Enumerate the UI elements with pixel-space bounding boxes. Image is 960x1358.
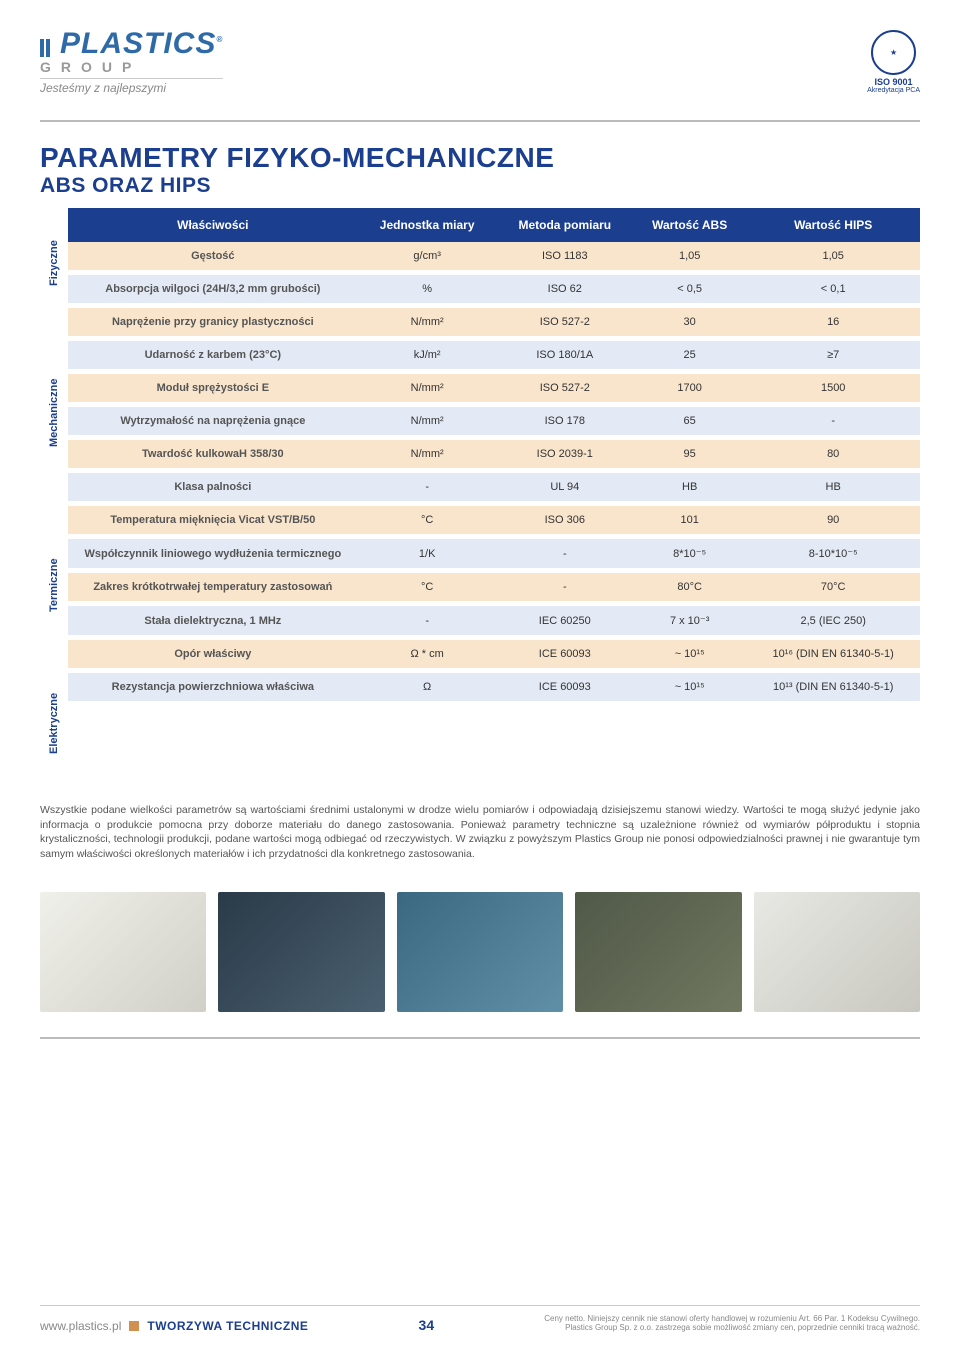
footer-page-number: 34 xyxy=(419,1317,435,1333)
iso-label: ISO 9001 xyxy=(867,77,920,87)
category-fizyczne: Fizyczne xyxy=(40,208,68,318)
table-row: Absorpcja wilgoci (24H/3,2 mm grubości)%… xyxy=(68,275,920,303)
footer-square-icon xyxy=(129,1321,139,1331)
disclaimer-text: Wszystkie podane wielkości parametrów są… xyxy=(40,803,920,862)
page-title: PARAMETRY FIZYKO-MECHANICZNE xyxy=(40,142,920,174)
data-table: Fizyczne Mechaniczne Termiczne Elektrycz… xyxy=(40,208,920,783)
th-method: Metoda pomiaru xyxy=(497,208,633,242)
th-abs: Wartość ABS xyxy=(633,208,746,242)
thumbnail-image xyxy=(397,892,563,1012)
table-row: Zakres krótkotrwałej temperatury zastoso… xyxy=(68,573,920,601)
page-subtitle: ABS ORAZ HIPS xyxy=(40,174,920,198)
logo-block: PLASTICS® GROUP Jesteśmy z najlepszymi xyxy=(40,30,223,95)
table-row: Stała dielektryczna, 1 MHz-IEC 602507 x … xyxy=(68,606,920,635)
logo-group: GROUP xyxy=(40,59,223,75)
logo-main: PLASTICS® xyxy=(40,30,223,57)
page-header: PLASTICS® GROUP Jesteśmy z najlepszymi ★… xyxy=(40,30,920,95)
thumbnail-image xyxy=(218,892,384,1012)
table-row: Opór właściwyΩ * cmICE 60093~ 10¹⁵10¹⁶ (… xyxy=(68,640,920,668)
table-row: Temperatura mięknięcia Vicat VST/B/50°CI… xyxy=(68,506,920,534)
footer-section: TWORZYWA TECHNICZNE xyxy=(147,1319,308,1333)
table-row: Udarność z karbem (23°C)kJ/m²ISO 180/1A2… xyxy=(68,341,920,369)
th-property: Właściwości xyxy=(68,208,358,242)
thumbnail-row xyxy=(40,892,920,1012)
th-unit: Jednostka miary xyxy=(358,208,497,242)
table-row: Gęstośćg/cm³ISO 11831,051,05 xyxy=(68,242,920,270)
table-row: Moduł sprężystości EN/mm²ISO 527-2170015… xyxy=(68,374,920,402)
logo-tagline: Jesteśmy z najlepszymi xyxy=(40,78,223,95)
category-termiczne: Termiczne xyxy=(40,508,68,663)
iso-sub: Akredytacja PCA xyxy=(867,87,920,94)
logo-reg: ® xyxy=(216,35,223,44)
footer-url: www.plastics.pl xyxy=(40,1319,121,1333)
table-row: Klasa palności-UL 94HBHB xyxy=(68,473,920,501)
page-footer: www.plastics.pl TWORZYWA TECHNICZNE 34 C… xyxy=(40,1305,920,1333)
thumbnail-image xyxy=(754,892,920,1012)
footer-legal: Ceny netto. Niniejszy cennik nie stanowi… xyxy=(544,1314,920,1333)
iso-badge: ★ ISO 9001 Akredytacja PCA xyxy=(867,30,920,94)
table-row: Rezystancja powierzchniowa właściwaΩICE … xyxy=(68,673,920,701)
th-hips: Wartość HIPS xyxy=(746,208,920,242)
table-header-row: Właściwości Jednostka miary Metoda pomia… xyxy=(68,208,920,242)
iso-circle-icon: ★ xyxy=(871,30,916,75)
logo-text: PLASTICS xyxy=(60,27,216,60)
category-elektryczne: Elektryczne xyxy=(40,663,68,783)
table-row: Współczynnik liniowego wydłużenia termic… xyxy=(68,539,920,568)
thumbnail-image xyxy=(40,892,206,1012)
category-mechaniczne: Mechaniczne xyxy=(40,318,68,508)
table-row: Naprężenie przy granicy plastycznościN/m… xyxy=(68,308,920,336)
table-row: Wytrzymałość na naprężenia gnąceN/mm²ISO… xyxy=(68,407,920,435)
table-row: Twardość kulkowaH 358/30N/mm²ISO 2039-19… xyxy=(68,440,920,468)
thumbnail-image xyxy=(575,892,741,1012)
